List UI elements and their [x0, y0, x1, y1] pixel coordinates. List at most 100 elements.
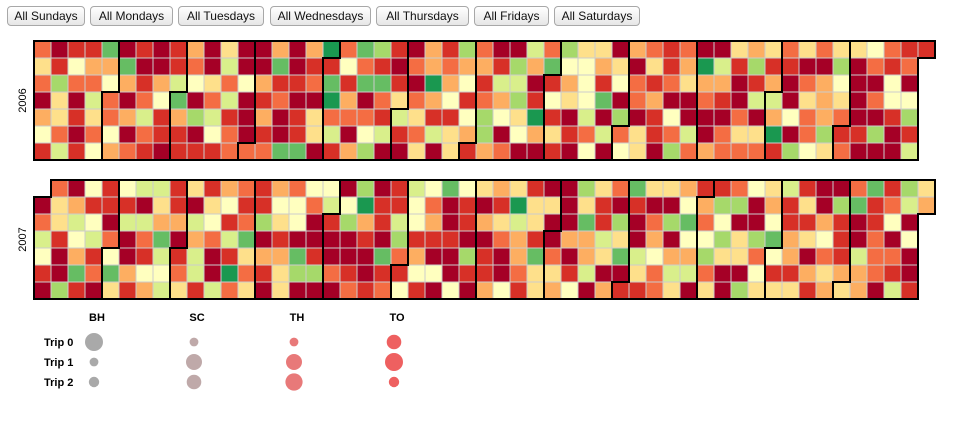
day-cell[interactable]: [390, 57, 409, 76]
day-cell[interactable]: [288, 74, 307, 93]
day-cell[interactable]: [390, 74, 409, 93]
day-cell[interactable]: [662, 230, 681, 249]
day-cell[interactable]: [118, 74, 137, 93]
day-cell[interactable]: [186, 281, 205, 300]
day-cell[interactable]: [730, 108, 749, 127]
day-cell[interactable]: [118, 125, 137, 144]
day-cell[interactable]: [764, 57, 783, 76]
day-cell[interactable]: [135, 125, 154, 144]
day-cell[interactable]: [815, 179, 834, 198]
day-cell[interactable]: [84, 142, 103, 161]
day-cell[interactable]: [747, 57, 766, 76]
day-cell[interactable]: [322, 196, 341, 215]
day-cell[interactable]: [169, 57, 188, 76]
day-cell[interactable]: [662, 196, 681, 215]
day-cell[interactable]: [339, 281, 358, 300]
all-thursdays-button[interactable]: All Thursdays: [376, 6, 469, 26]
day-cell[interactable]: [798, 142, 817, 161]
day-cell[interactable]: [900, 264, 919, 283]
day-cell[interactable]: [152, 196, 171, 215]
day-cell[interactable]: [577, 91, 596, 110]
day-cell[interactable]: [662, 281, 681, 300]
day-cell[interactable]: [832, 230, 851, 249]
day-cell[interactable]: [441, 142, 460, 161]
day-cell[interactable]: [577, 213, 596, 232]
day-cell[interactable]: [101, 91, 120, 110]
day-cell[interactable]: [203, 179, 222, 198]
day-cell[interactable]: [781, 125, 800, 144]
day-cell[interactable]: [322, 213, 341, 232]
day-cell[interactable]: [67, 247, 86, 266]
day-cell[interactable]: [67, 91, 86, 110]
day-cell[interactable]: [424, 196, 443, 215]
day-cell[interactable]: [866, 213, 885, 232]
day-cell[interactable]: [339, 91, 358, 110]
day-cell[interactable]: [543, 281, 562, 300]
day-cell[interactable]: [696, 230, 715, 249]
day-cell[interactable]: [798, 125, 817, 144]
day-cell[interactable]: [33, 196, 52, 215]
day-cell[interactable]: [866, 230, 885, 249]
day-cell[interactable]: [220, 91, 239, 110]
day-cell[interactable]: [509, 91, 528, 110]
day-cell[interactable]: [849, 74, 868, 93]
day-cell[interactable]: [730, 40, 749, 59]
day-cell[interactable]: [747, 74, 766, 93]
day-cell[interactable]: [662, 91, 681, 110]
day-cell[interactable]: [373, 230, 392, 249]
day-cell[interactable]: [237, 74, 256, 93]
day-cell[interactable]: [118, 91, 137, 110]
day-cell[interactable]: [33, 281, 52, 300]
day-cell[interactable]: [339, 74, 358, 93]
day-cell[interactable]: [696, 281, 715, 300]
day-cell[interactable]: [645, 74, 664, 93]
day-cell[interactable]: [492, 57, 511, 76]
day-cell[interactable]: [118, 57, 137, 76]
day-cell[interactable]: [254, 281, 273, 300]
day-cell[interactable]: [781, 142, 800, 161]
day-cell[interactable]: [781, 108, 800, 127]
day-cell[interactable]: [135, 91, 154, 110]
day-cell[interactable]: [594, 281, 613, 300]
day-cell[interactable]: [696, 142, 715, 161]
day-cell[interactable]: [492, 179, 511, 198]
day-cell[interactable]: [254, 57, 273, 76]
day-cell[interactable]: [815, 125, 834, 144]
day-cell[interactable]: [730, 74, 749, 93]
day-cell[interactable]: [50, 247, 69, 266]
day-cell[interactable]: [696, 108, 715, 127]
day-cell[interactable]: [441, 281, 460, 300]
day-cell[interactable]: [526, 74, 545, 93]
day-cell[interactable]: [594, 57, 613, 76]
day-cell[interactable]: [118, 40, 137, 59]
day-cell[interactable]: [101, 57, 120, 76]
day-cell[interactable]: [781, 196, 800, 215]
day-cell[interactable]: [509, 213, 528, 232]
day-cell[interactable]: [101, 230, 120, 249]
day-cell[interactable]: [917, 196, 936, 215]
day-cell[interactable]: [305, 230, 324, 249]
day-cell[interactable]: [696, 264, 715, 283]
day-cell[interactable]: [441, 213, 460, 232]
day-cell[interactable]: [152, 40, 171, 59]
day-cell[interactable]: [203, 230, 222, 249]
day-cell[interactable]: [33, 91, 52, 110]
day-cell[interactable]: [407, 40, 426, 59]
day-cell[interactable]: [713, 281, 732, 300]
day-cell[interactable]: [373, 91, 392, 110]
day-cell[interactable]: [220, 125, 239, 144]
day-cell[interactable]: [407, 57, 426, 76]
day-cell[interactable]: [203, 74, 222, 93]
day-cell[interactable]: [645, 247, 664, 266]
day-cell[interactable]: [662, 247, 681, 266]
day-cell[interactable]: [679, 264, 698, 283]
day-cell[interactable]: [288, 196, 307, 215]
day-cell[interactable]: [169, 40, 188, 59]
day-cell[interactable]: [203, 247, 222, 266]
day-cell[interactable]: [798, 281, 817, 300]
day-cell[interactable]: [33, 125, 52, 144]
day-cell[interactable]: [696, 91, 715, 110]
day-cell[interactable]: [152, 125, 171, 144]
all-fridays-button[interactable]: All Fridays: [474, 6, 549, 26]
day-cell[interactable]: [458, 91, 477, 110]
